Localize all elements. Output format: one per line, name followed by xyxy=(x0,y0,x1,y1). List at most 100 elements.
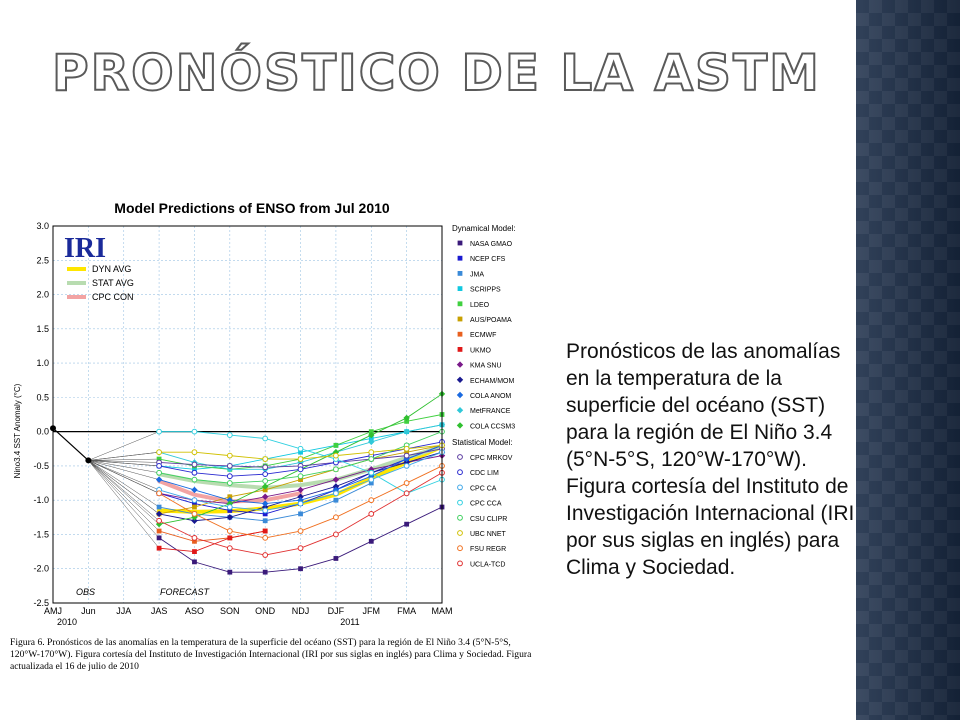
legend-marker-cola-ccsm3 xyxy=(456,422,464,429)
legend-marker-ubc-nnet xyxy=(457,530,463,536)
y-tick-label: 1.5 xyxy=(36,324,49,334)
legend-label-cpc-mrkov: CPC MRKOV xyxy=(470,455,513,462)
data-point-cola-ccsm3 xyxy=(368,431,375,439)
legend-marker-scripps xyxy=(457,286,463,291)
forecast-connector xyxy=(88,460,160,521)
data-point-jma xyxy=(262,518,268,524)
data-point-cpc-ca xyxy=(191,497,198,504)
data-point-ucla-tcd xyxy=(226,545,233,552)
x-tick-label: JFM xyxy=(363,606,381,616)
data-point-ncep-cfs xyxy=(262,511,268,517)
forecast-connector xyxy=(88,451,160,461)
data-point-cpc-mrkov xyxy=(226,463,233,469)
data-point-ubc-nnet xyxy=(297,456,304,462)
y-tick-label: -2.0 xyxy=(33,564,49,574)
x-tick-label: ASO xyxy=(185,606,204,616)
data-point-ucla-tcd xyxy=(368,510,375,517)
data-point-cdc-lim xyxy=(262,471,269,478)
data-point-fsu-regr xyxy=(297,528,304,534)
data-point-cpc-cca xyxy=(156,428,162,435)
legend-label-echam-mom: ECHAM/MOM xyxy=(470,378,515,385)
legend-marker-cpc-mrkov xyxy=(457,454,463,460)
data-point-ukmo xyxy=(227,535,233,541)
data-point-aus-poama xyxy=(404,449,410,455)
iri-logo: IRI xyxy=(64,233,106,264)
x-tick-label: OND xyxy=(255,606,276,616)
forecast-connector xyxy=(88,460,160,532)
legend-label-kma-snu: KMA SNU xyxy=(470,363,502,370)
data-point-ldeo xyxy=(156,456,162,462)
data-point-jma xyxy=(368,480,374,486)
data-point-csu-clipr xyxy=(191,476,198,483)
data-point-jma xyxy=(156,504,162,510)
data-point-cpc-ca xyxy=(403,463,410,469)
legend-label-ncep-cfs: NCEP CFS xyxy=(470,256,506,263)
y-tick-label: 0.5 xyxy=(36,392,49,402)
data-point-cpc-cca xyxy=(297,445,304,452)
data-point-csu-clipr xyxy=(297,473,304,480)
y-tick-label: -1.0 xyxy=(33,495,49,505)
x-tick-label: JJA xyxy=(116,606,131,616)
data-point-fsu-regr xyxy=(403,480,410,486)
data-point-cola-anom xyxy=(226,496,234,504)
observed-point xyxy=(85,457,92,464)
data-point-csu-clipr xyxy=(226,480,233,486)
x-tick-label: JAS xyxy=(151,606,168,616)
legend-label-csu-clipr: CSU CLIPR xyxy=(470,516,507,523)
legend-marker-cola-anom xyxy=(456,391,464,399)
data-point-ncep-cfs xyxy=(227,508,233,513)
data-point-nasa-gmao xyxy=(404,521,410,527)
data-point-csu-clipr xyxy=(156,469,162,476)
data-point-ecmwf xyxy=(192,538,197,544)
data-point-scripps xyxy=(298,449,303,455)
data-point-cpc-mrkov xyxy=(191,461,198,468)
data-point-fsu-regr xyxy=(191,510,198,517)
forecast-connector xyxy=(88,431,160,461)
data-point-kma-snu xyxy=(332,476,340,483)
data-point-kma-snu xyxy=(261,493,269,500)
legend-label-nasa-gmao: NASA GMAO xyxy=(470,241,513,248)
data-point-fsu-regr xyxy=(333,514,339,521)
forecast-connector xyxy=(88,460,160,491)
chart-title: Model Predictions of ENSO from Jul 2010 xyxy=(114,200,390,216)
legend-label-ucla-tcd: UCLA-TCD xyxy=(470,561,505,568)
legend-marker-cdc-lim xyxy=(457,469,463,476)
x-tick-label: AMJ xyxy=(44,606,62,616)
legend-marker-csu-clipr xyxy=(457,514,463,521)
data-point-cola-anom xyxy=(155,476,163,483)
forecast-connector xyxy=(88,460,160,494)
data-point-ucla-tcd xyxy=(156,517,162,524)
data-point-jma xyxy=(333,497,339,503)
legend-marker-jma xyxy=(457,271,463,276)
legend-label-aus-poama: AUS/POAMA xyxy=(470,317,512,324)
forecast-label: FORECAST xyxy=(160,587,211,597)
data-point-fsu-regr xyxy=(262,534,269,541)
legend-marker-nasa-gmao xyxy=(457,240,463,246)
data-point-metfrance xyxy=(403,428,410,435)
legend-label-ubc-nnet: UBC NNET xyxy=(470,531,507,538)
data-point-fsu-regr xyxy=(368,497,375,504)
data-point-aus-poama xyxy=(298,477,303,483)
legend-marker-cpc-ca xyxy=(457,484,463,491)
legend-marker-echam-mom xyxy=(456,376,464,383)
legend-label-avg: STAT AVG xyxy=(92,278,134,288)
legend-label-ecmwf: ECMWF xyxy=(470,332,496,339)
data-point-ukmo xyxy=(262,528,268,534)
forecast-connector xyxy=(88,460,160,463)
legend-label-jma: JMA xyxy=(470,271,484,278)
data-point-cpc-cca xyxy=(262,435,269,442)
data-point-cpc-mrkov xyxy=(262,464,269,471)
forecast-connector xyxy=(88,460,160,474)
slide-title: Pronóstico de la ASTM xyxy=(51,43,821,103)
description-text: Pronósticos de las anomalías en la tempe… xyxy=(566,340,855,579)
data-point-cola-anom xyxy=(261,500,269,507)
legend-marker-fsu-regr xyxy=(457,545,463,552)
legend-label-avg: CPC CON xyxy=(92,292,134,302)
forecast-connector xyxy=(88,460,160,539)
legend-marker-ecmwf xyxy=(457,331,463,337)
legend-label-cpc-cca: CPC CCA xyxy=(470,501,502,508)
x-tick-label: MAM xyxy=(432,606,453,616)
year-label: 2010 xyxy=(57,617,77,627)
data-point-nasa-gmao xyxy=(368,538,374,544)
data-point-ucla-tcd xyxy=(403,490,410,497)
